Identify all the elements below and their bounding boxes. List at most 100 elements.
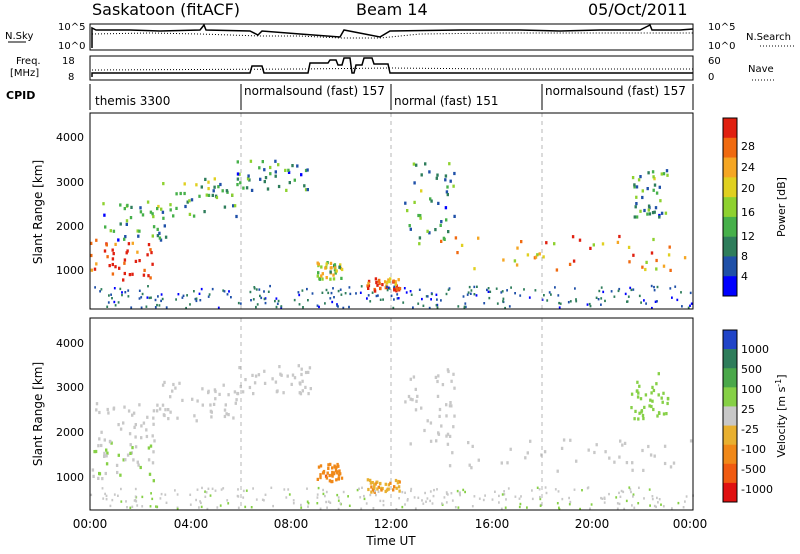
power-echo-cell-6 (447, 230, 450, 234)
power-ground-scatter-cell (559, 302, 562, 305)
power-ground-scatter-cell (230, 296, 232, 299)
power-colorbar: 4 8 12 16 20 24 28 Power [dB] (722, 117, 788, 297)
power-echo-cell-6 (437, 201, 440, 205)
velocity-echo-cell-7 (642, 468, 645, 472)
velocity-echo-cell-0 (119, 473, 122, 477)
velocity-echo-cell-8 (637, 391, 640, 395)
velocity-echo-cell-7 (477, 458, 480, 462)
velocity-ground-scatter-cell (255, 498, 258, 501)
power-ground-scatter-cell (276, 302, 279, 305)
power-echo-cell-5 (379, 287, 382, 291)
power-ground-scatter-cell (428, 306, 431, 310)
power-echo-cell-7 (545, 241, 548, 245)
velocity-echo-cell-5 (392, 488, 395, 492)
velocity-ground-scatter-cell (105, 498, 108, 501)
power-ground-scatter-cell (653, 285, 655, 289)
power-echo-cell-4 (325, 262, 328, 266)
power-echo-cell-6 (413, 181, 416, 185)
velocity-ground-scatter-cell (491, 498, 494, 501)
velocity-ground-scatter-cell (113, 493, 116, 496)
power-cbar-label: Power [dB] (775, 177, 788, 237)
velocity-ground-scatter-cell (200, 505, 203, 509)
power-echo-cell-1 (162, 216, 165, 220)
power-ground-scatter-cell (671, 296, 673, 299)
power-echo-cell-4 (338, 265, 341, 269)
velocity-echo-cell-2 (214, 389, 217, 394)
power-echo-cell-4 (318, 277, 321, 281)
velocity-ground-scatter-cell (165, 501, 168, 504)
velocity-cbar-cell-8 (723, 482, 737, 503)
power-ground-scatter-cell (256, 303, 259, 306)
power-echo-cell-0 (93, 267, 97, 271)
noise-right-tick-top: 10^5 (708, 22, 735, 33)
power-ground-scatter-cell (293, 298, 296, 302)
velocity-echo-cell-2 (172, 382, 175, 387)
velocity-echo-cell-2 (223, 408, 227, 412)
power-echo-cell-4 (316, 274, 319, 278)
power-echo-cell-6 (443, 237, 446, 241)
velocity-echo-cell-7 (556, 469, 559, 473)
power-echo-cell-3 (304, 168, 308, 173)
velocity-echo-cell-6 (447, 369, 450, 374)
velocity-echo-cell-2 (174, 386, 177, 390)
velocity-ground-scatter-cell (603, 501, 606, 504)
velocity-echo-cell-1 (98, 410, 101, 415)
velocity-ground-scatter-cell (554, 488, 557, 491)
power-echo-cell-8 (660, 172, 663, 176)
velocity-ground-scatter-cell (456, 489, 459, 493)
power-ground-scatter-cell (618, 287, 621, 291)
power-echo-cell-7 (662, 264, 666, 268)
velocity-ground-scatter-cell (149, 505, 152, 508)
power-ground-scatter-cell (200, 287, 203, 291)
power-echo-cell-6 (408, 224, 411, 228)
velocity-echo-cell-0 (152, 479, 155, 483)
velocity-echo-cell-8 (650, 391, 653, 395)
velocity-echo-cell-3 (236, 392, 240, 396)
velocity-ground-scatter-cell (337, 496, 340, 499)
velocity-echo-cell-1 (95, 408, 98, 412)
velocity-ground-scatter-cell (473, 495, 476, 498)
power-echo-cell-8 (635, 202, 638, 206)
velocity-ground-scatter-cell (443, 496, 446, 499)
power-echo-cell-8 (635, 185, 639, 189)
power-echo-cell-1 (124, 235, 127, 239)
velocity-echo-cell-4 (335, 478, 338, 482)
velocity-cbar-tick-m100: -100 (741, 443, 766, 456)
velocity-echo-cell-8 (666, 401, 669, 406)
velocity-ground-scatter-cell (287, 488, 290, 491)
freq-label-1: Freq. (16, 56, 41, 67)
power-echo-cell-2 (192, 214, 196, 218)
power-ground-scatter-cell (418, 288, 421, 291)
velocity-echo-cell-4 (337, 477, 340, 481)
velocity-ground-scatter-cell (454, 506, 457, 509)
velocity-ground-scatter-cell (164, 493, 167, 496)
velocity-ground-scatter-cell (382, 499, 385, 503)
velocity-echo-cell-4 (319, 476, 322, 480)
cpid-segment-2: normalsound (fast) 157 (244, 84, 385, 98)
power-echo-cell-1 (152, 225, 156, 229)
velocity-echo-cell-4 (335, 465, 338, 469)
velocity-echo-cell-3 (304, 385, 307, 389)
velocity-ground-scatter-cell (556, 502, 559, 505)
velocity-ground-scatter-cell (404, 503, 406, 506)
velocity-ground-scatter-cell (685, 495, 688, 498)
velocity-ground-scatter-cell (189, 493, 192, 496)
velocity-ground-scatter-cell (629, 488, 632, 491)
power-echo-cell-8 (641, 195, 644, 200)
power-echo-cell-6 (445, 190, 449, 194)
velocity-echo-cell-2 (171, 389, 174, 393)
velocity-echo-cell-8 (633, 417, 636, 421)
power-echo-cell-8 (647, 208, 650, 212)
velocity-echo-cell-8 (644, 393, 648, 397)
velocity-ground-scatter-cell (204, 495, 207, 498)
cpid-label: CPID (6, 89, 35, 102)
velocity-ground-scatter-cell (600, 496, 602, 500)
velocity-ground-scatter-cell (618, 491, 620, 495)
velocity-ground-scatter-cell (176, 507, 179, 511)
power-ground-scatter-cell (487, 287, 490, 290)
cpid-segment-4: normalsound (fast) 157 (545, 84, 686, 98)
velocity-echo-cell-6 (412, 375, 416, 379)
power-echo-cell-2 (223, 205, 227, 209)
power-ground-scatter-cell (158, 304, 161, 307)
power-echo-cell-0 (151, 262, 154, 266)
